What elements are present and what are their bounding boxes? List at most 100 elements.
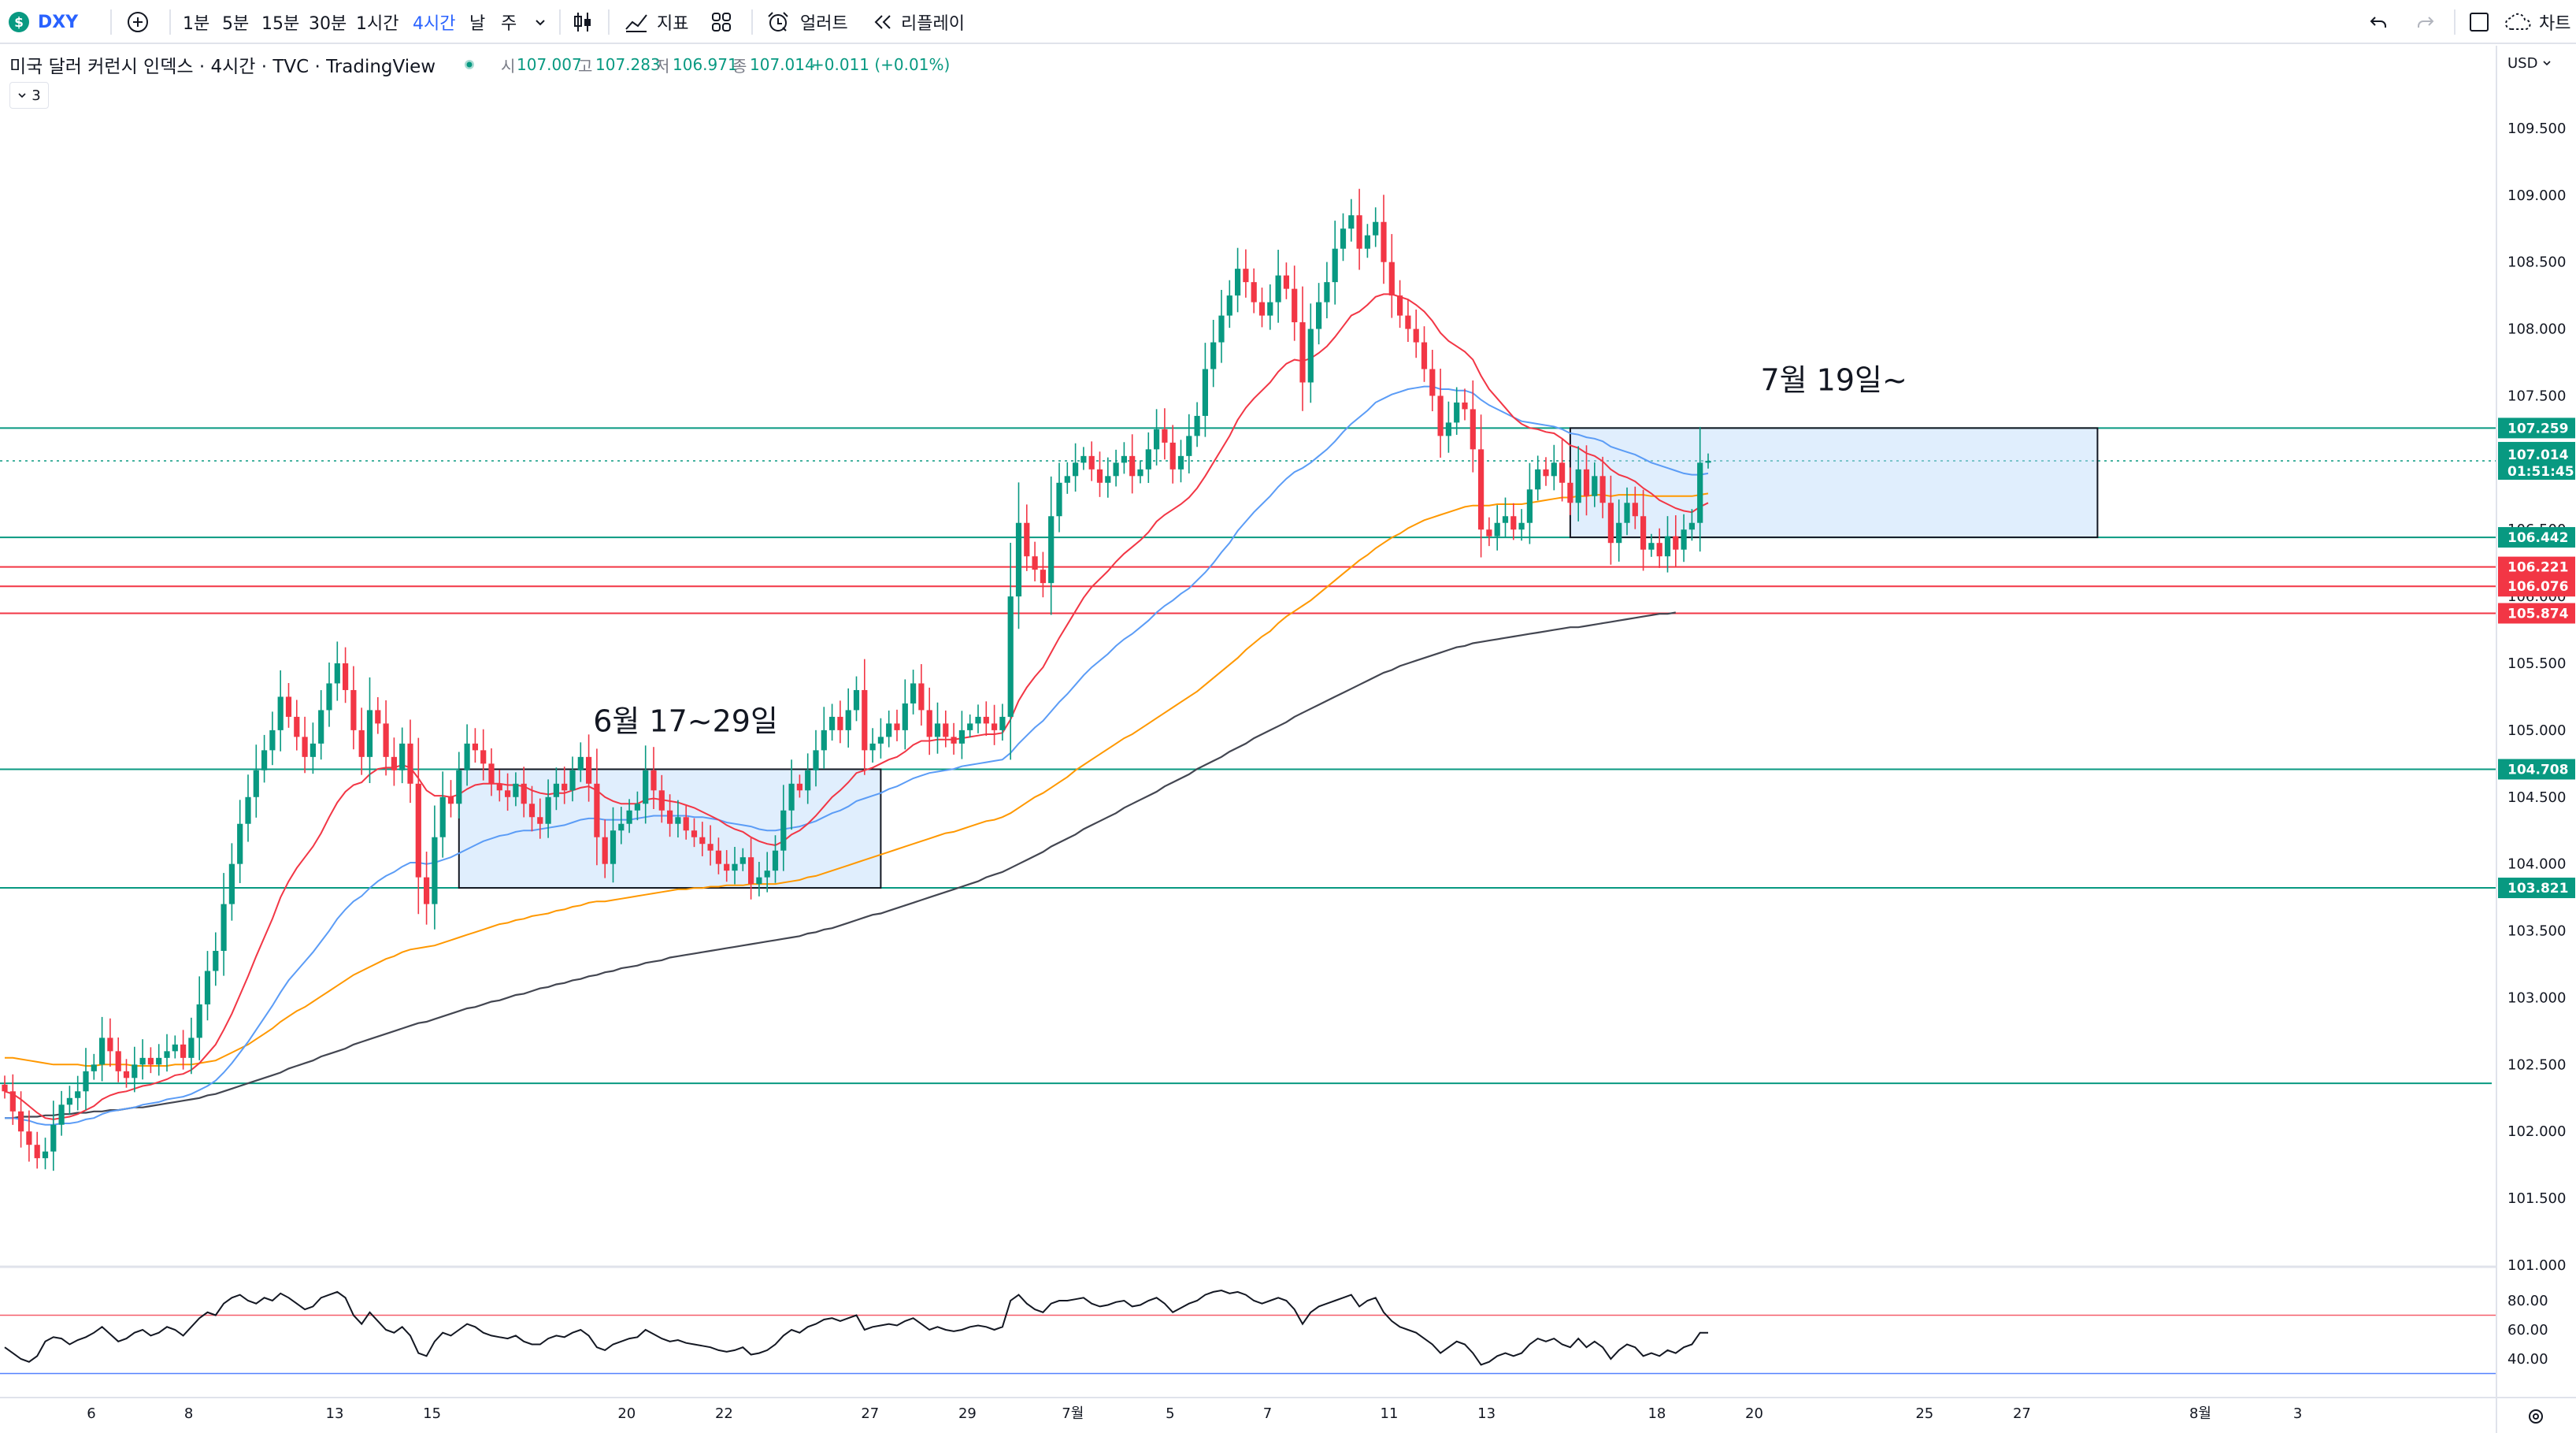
candle-body xyxy=(447,796,454,804)
candle-body xyxy=(1478,449,1484,530)
candle-body xyxy=(1032,556,1038,570)
price-tick-label: 108.000 xyxy=(2507,321,2566,338)
candle-body xyxy=(1292,288,1298,323)
interval-15m[interactable]: 15분 xyxy=(261,14,300,34)
time-tick-label: 7 xyxy=(1263,1405,1272,1422)
rsi-tick-label: 40.00 xyxy=(2507,1351,2548,1368)
price-tick-label: 108.500 xyxy=(2507,254,2566,271)
candle-body xyxy=(277,696,284,730)
candle-body xyxy=(1258,302,1266,316)
candle-body xyxy=(18,1111,24,1132)
indicators-button[interactable]: 지표 xyxy=(624,0,688,44)
candle-body xyxy=(9,1091,16,1112)
legend-open: 107.007 xyxy=(517,55,582,74)
interval-1m[interactable]: 1분 xyxy=(183,14,210,34)
candle-body xyxy=(967,723,973,730)
candle-body xyxy=(1113,462,1119,477)
rectangle-drawings[interactable] xyxy=(458,427,2099,889)
candle-body xyxy=(724,863,730,871)
interval-day[interactable]: 날 xyxy=(469,14,486,34)
candle-body xyxy=(643,770,649,804)
alert-button[interactable]: 얼러트 xyxy=(765,0,848,44)
candle-body xyxy=(1121,455,1127,463)
chart-type-button[interactable] xyxy=(572,0,594,44)
candle-body xyxy=(139,1057,146,1065)
chevron-down-icon xyxy=(18,93,26,98)
legend-title[interactable]: 미국 달러 커런시 인덱스 · 4시간 · TVC · TradingView xyxy=(9,57,436,77)
time-tick-label: 22 xyxy=(715,1405,733,1422)
candle-body xyxy=(1243,269,1249,283)
indicators-icon xyxy=(625,14,647,32)
candle-body xyxy=(821,729,827,751)
interval-30m[interactable]: 30분 xyxy=(309,14,347,34)
candlesticks xyxy=(2,188,1711,1171)
candle-body xyxy=(1454,402,1460,423)
candle-body xyxy=(213,951,219,971)
indicator-count: 3 xyxy=(32,87,41,104)
candle-body xyxy=(1267,302,1273,316)
chart-layout-button[interactable]: 차트 xyxy=(2504,0,2570,44)
interval-week[interactable]: 주 xyxy=(501,14,517,34)
time-tick-label: 15 xyxy=(423,1405,441,1422)
candle-body xyxy=(1616,522,1622,544)
layout-button[interactable] xyxy=(710,0,732,44)
settings-gear-icon[interactable] xyxy=(2529,1409,2543,1424)
candle-body xyxy=(42,1151,49,1159)
ma-200-line xyxy=(5,611,1676,1119)
candle-body xyxy=(610,830,617,864)
candle-body xyxy=(1145,449,1151,470)
candle-body xyxy=(1705,460,1711,463)
text-annotations[interactable]: 6월 17~29일 7월 19일~ xyxy=(593,362,1907,738)
candle-body xyxy=(1656,543,1662,557)
candle-body xyxy=(1381,221,1387,262)
candle-body xyxy=(1316,302,1322,329)
undo-button[interactable] xyxy=(2367,0,2389,44)
fullscreen-button[interactable] xyxy=(2468,0,2490,44)
legend-close: 107.014 xyxy=(750,55,815,74)
candle-body xyxy=(1599,476,1606,503)
replay-button[interactable]: 리플레이 xyxy=(871,0,965,44)
candle-body xyxy=(602,837,608,864)
candle-body xyxy=(1413,329,1419,343)
time-axis[interactable]: 6 8 13 15 20 22 27 29 7월 5 7 11 13 18 20 25 27 8월 3 xyxy=(0,1397,2576,1424)
candle-body xyxy=(1592,476,1598,496)
interval-4h[interactable]: 4시간 xyxy=(413,14,456,34)
candle-body xyxy=(805,770,811,791)
candle-body xyxy=(1040,570,1046,584)
candle-body xyxy=(407,743,413,784)
candle-body xyxy=(228,863,235,904)
current-price-badge xyxy=(2498,441,2575,480)
candle-body xyxy=(951,737,957,744)
candle-body xyxy=(1073,462,1079,477)
moving-averages xyxy=(4,293,1709,1126)
indicators-toggle[interactable]: 3 xyxy=(9,82,49,109)
price-axis[interactable]: USD 101.000 101.500 102.000 102.500 103.000 10… xyxy=(2496,46,2576,1433)
range-annotation[interactable]: 6월 17~29일 xyxy=(593,704,778,738)
price-badge-label: 106.221 xyxy=(2507,560,2568,576)
price-badge xyxy=(2498,878,2575,899)
interval-5m[interactable]: 5분 xyxy=(222,14,250,34)
price-badge-label: 106.076 xyxy=(2507,579,2568,595)
interval-dropdown[interactable] xyxy=(532,0,548,44)
candle-body xyxy=(432,837,438,904)
range-annotation[interactable]: 7월 19일~ xyxy=(1760,362,1907,397)
candle-body xyxy=(164,1051,170,1058)
symbol-name: DXY xyxy=(38,12,79,32)
currency-label[interactable]: USD xyxy=(2507,55,2537,72)
candle-body xyxy=(1648,543,1655,550)
compare-button[interactable] xyxy=(126,0,150,44)
candle-body xyxy=(1218,315,1225,343)
candle-body xyxy=(1640,516,1647,550)
alert-label: 얼러트 xyxy=(800,14,848,34)
symbol-search[interactable]: $ DXY xyxy=(8,0,78,44)
candle-body xyxy=(902,703,908,730)
interval-1h[interactable]: 1시간 xyxy=(356,14,399,34)
candle-body xyxy=(1543,469,1549,477)
redo-button[interactable] xyxy=(2415,0,2437,44)
candle-body xyxy=(1518,522,1525,530)
ema-mid-line xyxy=(5,385,1709,1126)
candle-body xyxy=(926,710,932,737)
candle-body xyxy=(1397,295,1403,316)
candle-body xyxy=(569,770,576,791)
